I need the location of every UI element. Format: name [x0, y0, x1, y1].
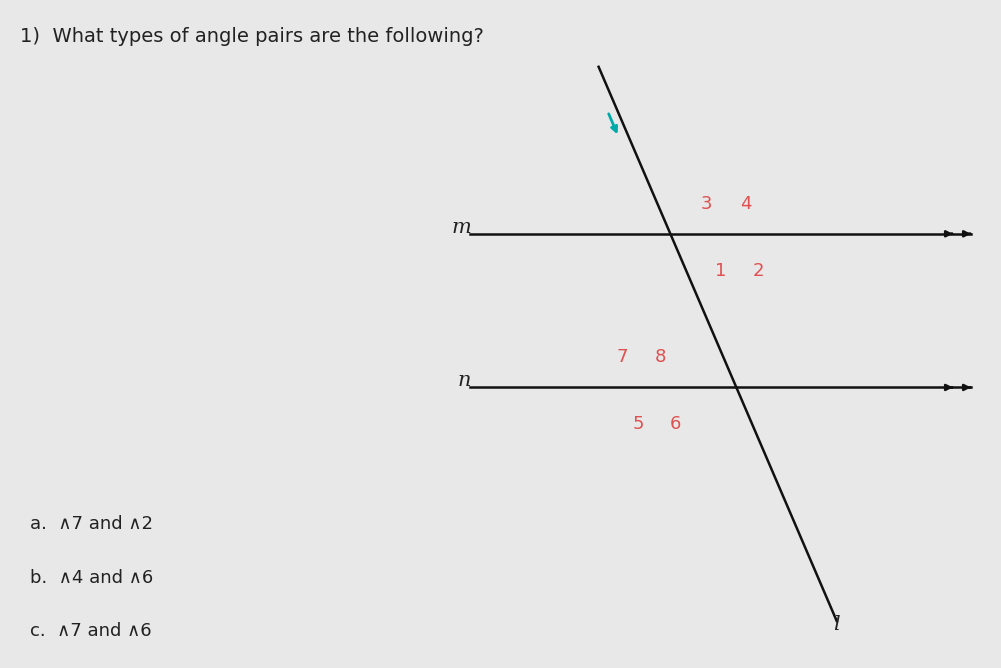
- Text: 3: 3: [701, 195, 713, 212]
- Text: b.  ∧4 and ∧6: b. ∧4 and ∧6: [30, 569, 153, 587]
- Text: 2: 2: [753, 262, 765, 279]
- Text: m: m: [451, 218, 471, 236]
- Text: 1)  What types of angle pairs are the following?: 1) What types of angle pairs are the fol…: [20, 27, 483, 45]
- Text: 1: 1: [715, 262, 727, 279]
- Text: n: n: [458, 371, 471, 390]
- Text: 5: 5: [633, 415, 645, 433]
- Text: c.  ∧7 and ∧6: c. ∧7 and ∧6: [30, 623, 152, 640]
- Text: 4: 4: [740, 195, 752, 212]
- Text: 7: 7: [617, 349, 629, 366]
- Text: a.  ∧7 and ∧2: a. ∧7 and ∧2: [30, 516, 153, 533]
- Text: 6: 6: [670, 415, 682, 433]
- Text: 8: 8: [655, 349, 667, 366]
- Text: l: l: [834, 615, 840, 634]
